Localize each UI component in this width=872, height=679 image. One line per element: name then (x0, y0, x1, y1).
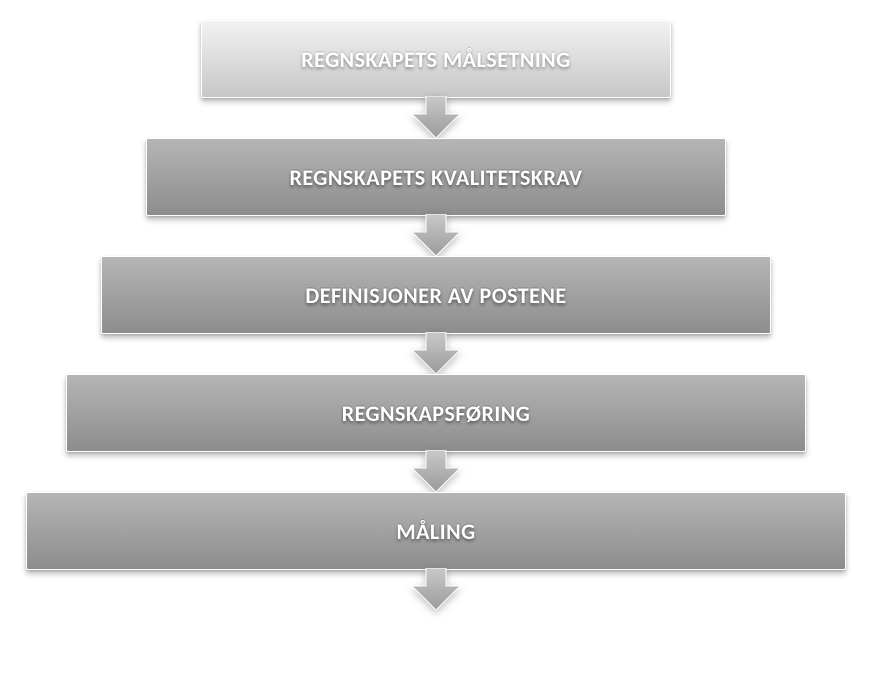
down-arrow-icon (408, 332, 464, 374)
flow-node-label: REGNSKAPSFØRING (342, 400, 531, 427)
flow-node-n3: DEFINISJONER AV POSTENE (101, 256, 771, 334)
flow-node-label: REGNSKAPETS KVALITETSKRAV (290, 164, 583, 191)
down-arrow-icon (408, 450, 464, 492)
down-arrow-icon (408, 214, 464, 256)
flow-node-n2: REGNSKAPETS KVALITETSKRAV (146, 138, 726, 216)
flowchart-stage: REGNSKAPETS MÅLSETNING REGNSKAPETS KVALIT… (26, 20, 846, 610)
down-arrow-icon (408, 568, 464, 610)
down-arrow-icon (408, 96, 464, 138)
flow-node-n5: MÅLING (26, 492, 846, 570)
flow-node-n4: REGNSKAPSFØRING (66, 374, 806, 452)
flow-node-n1: REGNSKAPETS MÅLSETNING (201, 20, 671, 98)
flow-node-label: REGNSKAPETS MÅLSETNING (301, 46, 570, 73)
flow-node-label: MÅLING (396, 518, 475, 545)
flow-node-label: DEFINISJONER AV POSTENE (305, 282, 566, 309)
